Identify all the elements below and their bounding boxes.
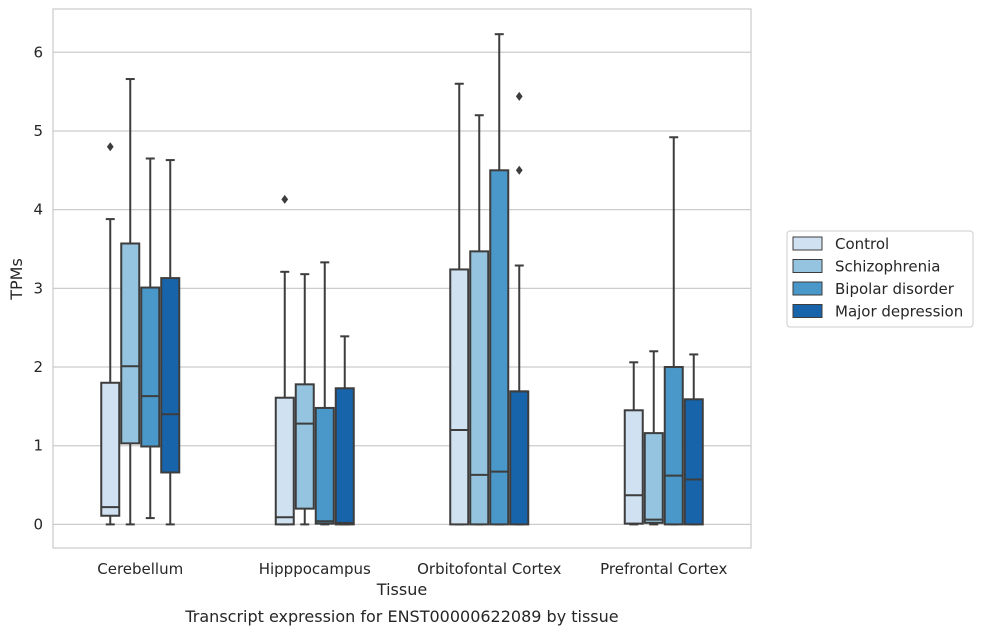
box [100,142,121,526]
box [469,114,490,526]
outlier-point [281,194,289,204]
legend-swatch [792,304,823,318]
box [683,353,704,526]
y-tick-label: 1 [33,437,43,455]
x-tick-label: Hipppocampus [259,560,371,578]
box-body [100,381,121,517]
box-groups [100,33,704,526]
box [623,361,644,526]
legend-item: Major depression [792,303,963,321]
legend-label: Major depression [835,303,963,321]
legend: Control Schizophrenia Bipolar disorder Majo… [786,230,974,328]
box-body [643,432,664,524]
legend-label: Control [835,235,889,253]
legend-item: Bipolar disorder [792,280,955,298]
chart-caption: Transcript expression for ENST0000062208… [184,607,618,626]
box [334,335,355,526]
y-tick-label: 6 [33,43,43,61]
plot-frame [52,8,752,549]
box-body [469,250,490,526]
box-body [509,390,530,526]
box-body [294,383,315,510]
box [140,157,161,520]
box-body [683,398,704,526]
y-tick-label: 0 [33,515,43,533]
x-axis-label: Tissue [376,580,427,599]
outlier-point [515,91,523,101]
box [120,78,141,526]
box-body [120,242,141,445]
box [160,159,181,526]
legend-swatch [792,236,823,251]
box-body [160,277,181,474]
x-tick-labels: Cerebellum Hipppocampus Orbitofontal Corte… [97,560,727,578]
y-tick-labels: 0 1 2 3 4 5 6 [33,43,43,533]
box-body [274,396,295,526]
box [509,91,530,526]
outlier-point [106,142,114,152]
x-tick-label: Prefrontal Cortex [600,560,727,578]
box [314,261,335,526]
legend-item: Control [792,235,889,253]
box-body [314,406,335,525]
box [294,273,315,526]
x-tick-label: Cerebellum [97,560,183,578]
box-body [334,387,355,526]
legend-frame [786,230,974,328]
box [663,136,684,526]
y-tick-label: 5 [33,122,43,140]
box [643,350,664,526]
legend-item: Schizophrenia [792,258,940,276]
box [449,82,470,526]
legend-swatch [792,259,823,273]
y-axis-label: TPMs [7,258,26,301]
legend-swatch [792,281,823,296]
box-body [140,286,161,448]
box [489,33,510,526]
legend-label: Schizophrenia [835,258,940,276]
box-body [663,366,684,526]
box-body [623,409,644,525]
y-tick-label: 2 [33,358,43,376]
box-body [449,268,470,526]
y-tick-label: 3 [33,279,43,297]
box-body [489,169,510,526]
x-tick-label: Orbitofontal Cortex [417,560,561,578]
y-tick-label: 4 [33,201,43,219]
legend-label: Bipolar disorder [835,280,955,298]
box [274,194,295,526]
outlier-point [515,165,523,175]
